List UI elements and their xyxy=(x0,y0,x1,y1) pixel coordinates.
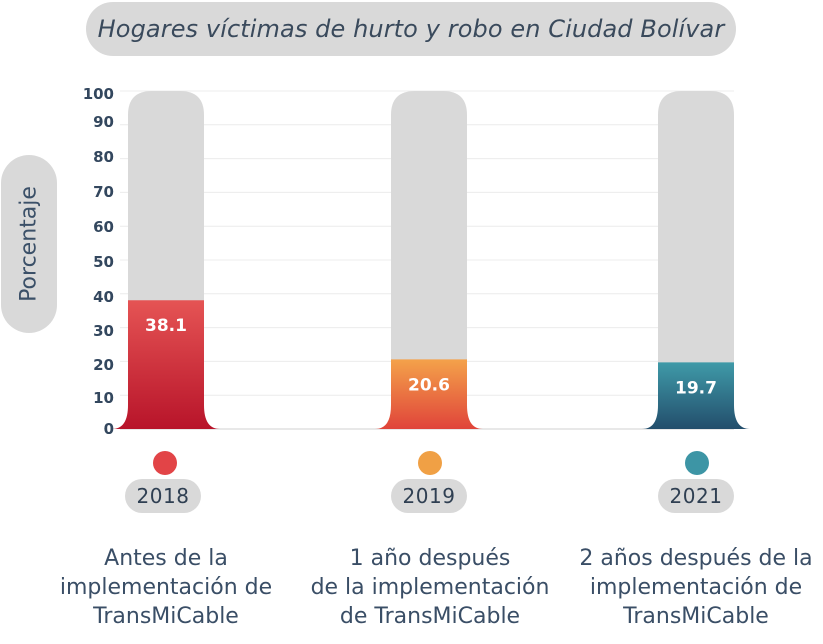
description-line: 2 años después de la xyxy=(579,546,813,571)
bar-track-2019 xyxy=(391,91,467,429)
description-line: de TransMiCable xyxy=(339,604,521,629)
description-line: implementación de xyxy=(59,575,273,600)
bar-value-label: 19.7 xyxy=(675,378,717,398)
chart-title: Hogares víctimas de hurto y robo en Ciud… xyxy=(97,15,725,43)
y-tick-label: 30 xyxy=(93,322,114,340)
y-tick-label: 100 xyxy=(82,85,114,103)
description-line: de la implementación xyxy=(310,575,550,600)
y-axis-label: Porcentaje xyxy=(16,186,42,302)
description-line: implementación de xyxy=(589,575,803,600)
category-label: 2021 xyxy=(658,479,734,513)
y-tick-label: 20 xyxy=(93,356,114,374)
description-line: TransMiCable xyxy=(623,604,769,629)
y-tick-label: 60 xyxy=(93,218,114,236)
description-line: Antes de la xyxy=(104,546,228,571)
y-tick-label: 90 xyxy=(93,113,114,131)
y-axis-label-pill xyxy=(1,155,57,333)
category-description: 1 año después de la implementación de Tr… xyxy=(295,544,565,631)
bar-track-2021 xyxy=(658,91,734,429)
category-label: 2018 xyxy=(125,479,201,513)
y-tick-label: 70 xyxy=(93,183,114,201)
chart-title-pill: Hogares víctimas de hurto y robo en Ciud… xyxy=(86,2,736,56)
description-line: TransMiCable xyxy=(93,604,239,629)
category-label: 2019 xyxy=(391,479,467,513)
bar-2018 xyxy=(112,300,220,429)
category-description: Antes de la implementación de TransMiCab… xyxy=(31,544,301,631)
y-tick-label: 80 xyxy=(93,148,114,166)
y-tick-label: 40 xyxy=(93,288,114,306)
bar-value-label: 38.1 xyxy=(145,316,187,336)
marker-dot-2018 xyxy=(153,451,177,475)
marker-dot-2019 xyxy=(418,451,442,475)
y-tick-label: 50 xyxy=(93,253,114,271)
bar-2021 xyxy=(642,362,750,429)
y-tick-label: 10 xyxy=(93,389,114,407)
marker-dot-2021 xyxy=(685,451,709,475)
description-line: 1 año después xyxy=(349,546,511,571)
y-tick-label: 0 xyxy=(103,420,114,438)
category-description: 2 años después de la implementación de T… xyxy=(561,544,823,631)
bar-value-label: 20.6 xyxy=(408,375,450,395)
bar-2019 xyxy=(375,359,483,429)
